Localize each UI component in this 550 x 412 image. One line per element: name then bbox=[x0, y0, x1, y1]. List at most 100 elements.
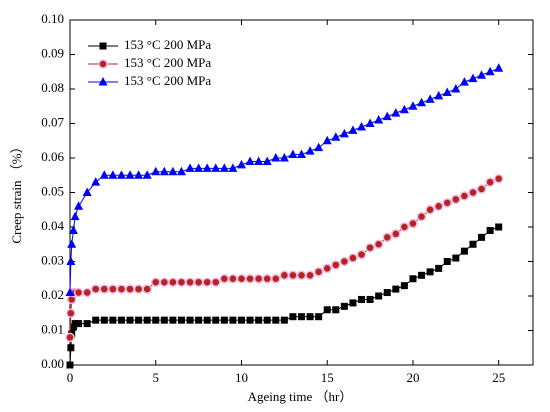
marker bbox=[366, 295, 374, 303]
marker bbox=[399, 222, 410, 232]
marker bbox=[186, 316, 194, 324]
marker bbox=[99, 170, 109, 179]
marker bbox=[125, 170, 135, 179]
y-tick-label: 0.02 bbox=[41, 287, 64, 302]
marker bbox=[416, 211, 427, 222]
marker bbox=[348, 253, 358, 263]
y-axis-label: Creep strain （%） bbox=[9, 140, 24, 243]
marker bbox=[433, 201, 444, 212]
marker bbox=[134, 170, 144, 179]
y-tick-label: 0.10 bbox=[41, 11, 64, 26]
marker bbox=[358, 295, 366, 303]
marker bbox=[73, 287, 84, 298]
marker bbox=[65, 332, 75, 343]
marker bbox=[70, 211, 80, 221]
marker bbox=[90, 284, 101, 294]
legend-label: 153 °C 200 MPa bbox=[124, 73, 211, 88]
marker bbox=[296, 270, 307, 281]
marker bbox=[340, 302, 348, 310]
marker bbox=[495, 223, 503, 231]
marker bbox=[142, 170, 152, 179]
marker bbox=[220, 316, 228, 324]
marker bbox=[193, 277, 204, 287]
marker bbox=[365, 242, 375, 253]
marker bbox=[331, 132, 341, 141]
marker bbox=[202, 277, 212, 287]
marker bbox=[459, 191, 470, 201]
marker bbox=[408, 218, 418, 229]
marker bbox=[169, 316, 177, 324]
y-tick-label: 0.05 bbox=[41, 183, 64, 198]
marker bbox=[160, 316, 168, 324]
marker bbox=[493, 173, 504, 184]
marker bbox=[305, 270, 315, 281]
marker bbox=[159, 277, 170, 287]
marker bbox=[271, 153, 281, 162]
marker bbox=[322, 263, 332, 274]
marker bbox=[279, 270, 290, 281]
marker bbox=[117, 316, 125, 324]
marker bbox=[485, 177, 495, 187]
marker bbox=[426, 268, 434, 276]
legend-label: 153 °C 200 MPa bbox=[124, 55, 211, 70]
marker bbox=[236, 159, 246, 169]
marker bbox=[177, 316, 185, 324]
marker bbox=[298, 313, 305, 321]
marker bbox=[68, 225, 78, 234]
marker bbox=[271, 274, 281, 284]
marker bbox=[168, 166, 178, 176]
marker bbox=[315, 313, 323, 321]
marker bbox=[375, 292, 383, 300]
marker bbox=[331, 260, 341, 270]
marker bbox=[297, 149, 306, 159]
marker bbox=[83, 320, 91, 328]
marker bbox=[212, 316, 220, 324]
marker bbox=[486, 226, 494, 234]
marker bbox=[452, 254, 460, 262]
marker bbox=[67, 239, 77, 248]
marker bbox=[349, 299, 357, 307]
marker bbox=[108, 284, 118, 294]
marker bbox=[408, 101, 418, 110]
marker bbox=[109, 316, 117, 324]
marker bbox=[332, 306, 340, 314]
marker bbox=[391, 108, 401, 117]
marker bbox=[246, 316, 254, 324]
marker bbox=[195, 316, 203, 324]
marker bbox=[478, 233, 486, 241]
x-tick-label: 20 bbox=[406, 370, 419, 385]
marker bbox=[289, 313, 297, 321]
marker bbox=[477, 70, 487, 79]
marker bbox=[468, 73, 478, 83]
y-tick-label: 0.06 bbox=[41, 149, 64, 164]
marker bbox=[159, 166, 169, 176]
marker bbox=[108, 170, 118, 179]
marker bbox=[65, 287, 75, 297]
marker bbox=[236, 274, 247, 284]
marker bbox=[75, 320, 83, 328]
marker bbox=[66, 256, 76, 265]
marker bbox=[306, 313, 314, 321]
marker bbox=[382, 111, 392, 121]
marker bbox=[468, 187, 478, 198]
marker bbox=[442, 198, 453, 208]
marker bbox=[219, 163, 229, 172]
marker bbox=[348, 125, 358, 134]
marker bbox=[314, 142, 324, 152]
marker bbox=[116, 284, 127, 294]
marker bbox=[219, 274, 230, 284]
marker bbox=[255, 316, 263, 324]
marker bbox=[305, 146, 315, 155]
marker bbox=[435, 264, 443, 272]
marker bbox=[400, 282, 408, 290]
legend-marker bbox=[99, 42, 107, 50]
x-tick-label: 25 bbox=[492, 370, 505, 385]
y-tick-label: 0.09 bbox=[41, 45, 64, 60]
marker bbox=[82, 187, 92, 196]
legend-marker bbox=[98, 59, 108, 69]
legend-label: 153 °C 200 MPa bbox=[124, 37, 211, 52]
marker bbox=[203, 316, 211, 324]
marker bbox=[263, 316, 271, 324]
